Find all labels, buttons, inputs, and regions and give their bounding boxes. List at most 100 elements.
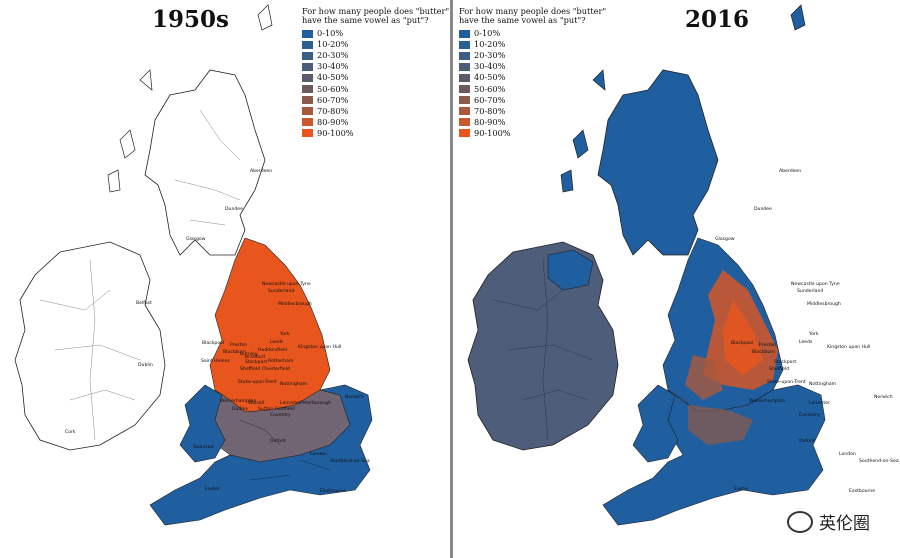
legend-label: 30-40% <box>474 61 506 72</box>
map-2016: Aberdeen Dundee Glasgow Newcastle upon T… <box>467 4 899 526</box>
svg-text:Blackburn: Blackburn <box>223 349 246 355</box>
svg-text:Norwich: Norwich <box>345 394 364 400</box>
legend-item: 0-10% <box>302 28 450 39</box>
legend-label: 90-100% <box>474 127 511 138</box>
legend-item: 30-40% <box>302 61 450 72</box>
svg-text:Stoke-upon-Trent: Stoke-upon-Trent <box>238 379 277 385</box>
legend-item: 70-80% <box>459 106 609 117</box>
legend-swatch <box>302 51 313 60</box>
legend-swatch <box>459 73 470 82</box>
svg-text:Exeter: Exeter <box>734 486 749 492</box>
map-legend: For how many people does "butter" have t… <box>302 6 450 139</box>
wales-region <box>632 384 679 463</box>
city-labels-1950s: Aberdeen Dundee Glasgow Newcastle upon T… <box>65 168 370 494</box>
legend-swatch <box>459 62 470 71</box>
svg-text:Norwich: Norwich <box>874 394 893 400</box>
svg-text:Eastbourne: Eastbourne <box>849 488 875 494</box>
legend-item: 40-50% <box>302 72 450 83</box>
legend-label: 40-50% <box>474 72 506 83</box>
map-1950s: Aberdeen Dundee Glasgow Newcastle upon T… <box>14 4 373 526</box>
watermark-text: 英伦圈 <box>819 514 870 534</box>
svg-text:Cork: Cork <box>65 429 76 435</box>
svg-text:Sunderland: Sunderland <box>268 288 294 294</box>
legend-swatch <box>459 85 470 94</box>
svg-text:Sunderland: Sunderland <box>797 288 823 294</box>
legend-item: 90-100% <box>302 128 450 139</box>
svg-text:Newcastle upon Tyne: Newcastle upon Tyne <box>262 281 311 287</box>
svg-text:Glasgow: Glasgow <box>186 236 206 242</box>
svg-text:Leeds: Leeds <box>270 339 284 345</box>
svg-text:Oxford: Oxford <box>270 438 286 444</box>
legend-item: 80-90% <box>459 117 609 128</box>
legend-label: 0-10% <box>474 28 501 39</box>
svg-text:Stockport: Stockport <box>245 359 267 365</box>
svg-text:Blackpool: Blackpool <box>202 340 224 346</box>
legend-swatch <box>459 129 470 138</box>
svg-text:Sheffield: Sheffield <box>769 366 789 372</box>
legend-label: 70-80% <box>317 105 349 116</box>
legend-item: 0-10% <box>459 28 609 39</box>
legend-swatch <box>459 118 470 127</box>
svg-text:Stoke-upon-Trent: Stoke-upon-Trent <box>767 379 806 385</box>
svg-text:Leicester: Leicester <box>809 400 830 406</box>
wales-region <box>179 384 226 463</box>
svg-text:Kingston upon Hull: Kingston upon Hull <box>298 344 341 350</box>
legend-item: 80-90% <box>302 117 450 128</box>
svg-text:Nottingham: Nottingham <box>809 381 837 387</box>
svg-text:Belfast: Belfast <box>136 300 152 306</box>
legend-swatch <box>459 96 470 105</box>
svg-text:London: London <box>839 451 856 457</box>
legend-swatch <box>459 107 470 116</box>
legend-swatch <box>459 40 470 49</box>
svg-text:Sheffield: Sheffield <box>240 366 260 372</box>
legend-item: 70-80% <box>302 106 450 117</box>
legend-label: 30-40% <box>317 61 349 72</box>
legend-item: 60-70% <box>302 95 450 106</box>
legend-label: 70-80% <box>474 105 506 116</box>
svg-text:Middlesbrough: Middlesbrough <box>278 301 312 307</box>
legend-item: 90-100% <box>459 128 609 139</box>
legend-item: 10-20% <box>459 39 609 50</box>
svg-text:Aberdeen: Aberdeen <box>779 168 801 174</box>
legend-label: 80-90% <box>317 116 349 127</box>
legend-rows: 0-10% 10-20% 20-30% 30-40% 40-50% 50-60% 60-70… <box>459 28 609 139</box>
svg-text:Wolverhampton: Wolverhampton <box>220 398 256 404</box>
svg-text:Walsall: Walsall <box>248 400 264 406</box>
legend-item: 20-30% <box>459 50 609 61</box>
svg-text:Dudley: Dudley <box>232 406 248 412</box>
svg-text:Blackburn: Blackburn <box>752 349 775 355</box>
svg-text:Aberdeen: Aberdeen <box>250 168 272 174</box>
watermark: 英伦圈 <box>787 509 870 534</box>
year-title: 2016 <box>685 6 750 33</box>
scotland-landmass <box>144 69 266 256</box>
legend-item: 30-40% <box>459 61 609 72</box>
svg-text:Leeds: Leeds <box>799 339 813 345</box>
svg-text:Preston: Preston <box>230 342 247 348</box>
svg-text:Wolverhampton: Wolverhampton <box>749 398 785 404</box>
legend-title: For how many people does "butter" have t… <box>459 6 607 26</box>
northern-ireland-region <box>547 249 594 291</box>
svg-text:Sutton Coldfield: Sutton Coldfield <box>258 406 295 412</box>
legend-item: 50-60% <box>302 84 450 95</box>
svg-text:Glasgow: Glasgow <box>715 236 735 242</box>
legend-label: 10-20% <box>317 39 349 50</box>
svg-text:Burnley: Burnley <box>240 351 258 357</box>
legend-swatch <box>459 51 470 60</box>
legend-swatch <box>302 107 313 116</box>
legend-item: 10-20% <box>302 39 450 50</box>
legend-label: 50-60% <box>317 83 349 94</box>
legend-label: 0-10% <box>317 28 344 39</box>
svg-text:Rotherham: Rotherham <box>268 358 294 364</box>
legend-item: 60-70% <box>459 95 609 106</box>
svg-text:Nottingham: Nottingham <box>280 381 308 387</box>
svg-text:Stockport: Stockport <box>774 359 796 365</box>
legend-label: 20-30% <box>317 50 349 61</box>
legend-item: 20-30% <box>302 50 450 61</box>
legend-label: 40-50% <box>317 72 349 83</box>
svg-text:Eastbourne: Eastbourne <box>320 488 346 494</box>
city-labels-2016: Aberdeen Dundee Glasgow Newcastle upon T… <box>715 168 899 494</box>
legend-swatch <box>302 40 313 49</box>
panel-divider <box>449 0 453 558</box>
northern-england-region <box>209 237 331 413</box>
legend-swatch <box>302 129 313 138</box>
